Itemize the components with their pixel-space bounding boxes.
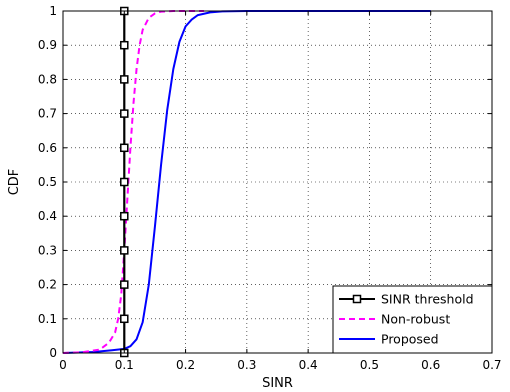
x-tick-label: 0.3 <box>237 358 256 372</box>
x-tick-label: 0.4 <box>299 358 318 372</box>
legend-marker-sinr-threshold <box>352 294 362 304</box>
y-tick-label: 0.4 <box>38 209 57 223</box>
legend: SINR threshold Non-robust Proposed <box>332 285 493 354</box>
data-point-sinr-threshold <box>120 143 129 153</box>
legend-label-non-robust: Non-robust <box>381 312 450 327</box>
data-point-sinr-threshold <box>120 177 129 187</box>
data-point-sinr-threshold <box>120 314 129 324</box>
ticks: 0 0.1 0.2 0.3 0.4 0.5 0.6 0.7 0 0.1 0.2 0.3 0.4 0.5 0.… <box>38 4 502 372</box>
legend-label-sinr-threshold: SINR threshold <box>381 292 474 307</box>
y-tick-label: 0.1 <box>38 312 57 326</box>
x-tick-label: 0.5 <box>360 358 379 372</box>
x-tick-label: 0 <box>59 358 67 372</box>
y-tick-label: 0.3 <box>38 243 57 257</box>
x-tick-label: 0.7 <box>482 358 501 372</box>
data-point-sinr-threshold <box>120 109 129 118</box>
x-tick-label: 0.1 <box>115 358 134 372</box>
data-point-sinr-threshold <box>120 280 129 289</box>
y-axis-title: CDF <box>7 169 22 196</box>
y-tick-label: 0.8 <box>38 72 57 86</box>
data-point-sinr-threshold <box>120 75 129 84</box>
x-axis-title: SINR <box>262 376 293 391</box>
y-tick-label: 0.7 <box>38 107 57 121</box>
y-tick-label: 0.5 <box>38 175 57 189</box>
y-tick-label: 0.9 <box>38 38 57 52</box>
y-tick-label: 1 <box>49 4 57 18</box>
y-tick-label: 0.6 <box>38 141 57 155</box>
legend-label-proposed: Proposed <box>381 332 439 347</box>
data-point-sinr-threshold <box>120 40 129 50</box>
x-tick-label: 0.6 <box>421 358 440 372</box>
series-line-non-robust <box>62 10 204 354</box>
data-point-sinr-threshold <box>120 246 129 255</box>
data-point-sinr-threshold <box>120 211 129 221</box>
y-tick-label: 0 <box>49 346 57 360</box>
y-tick-label: 0.2 <box>38 278 57 292</box>
x-tick-label: 0.2 <box>176 358 195 372</box>
